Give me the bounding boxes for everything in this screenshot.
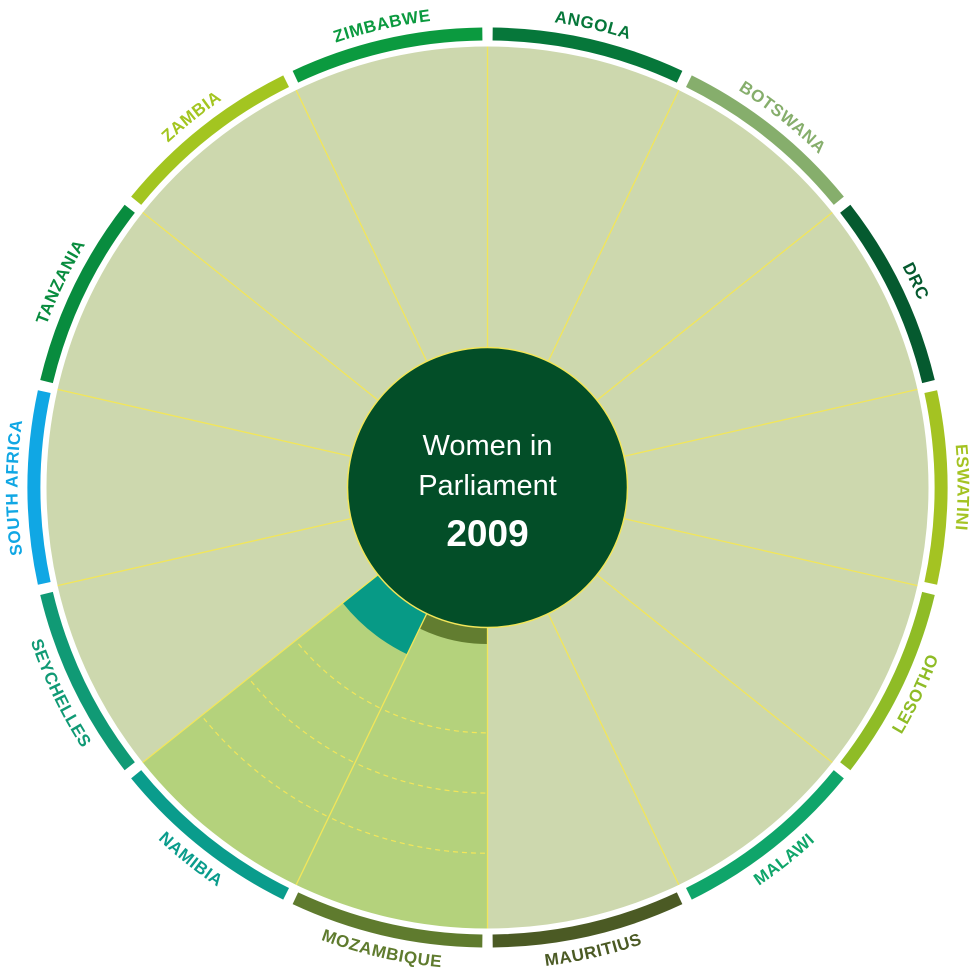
sector-botswana <box>548 90 833 401</box>
sector-lesotho <box>596 518 918 763</box>
ring-segment-tanzania <box>40 204 135 384</box>
level-bar-namibia <box>342 574 427 655</box>
sector-gridline-mozambique-1 <box>382 708 486 734</box>
ring-segment-mauritius <box>492 892 683 948</box>
ring-segment-zimbabwe <box>292 27 483 83</box>
center-title-line2: Parliament <box>418 470 557 502</box>
sector-divider <box>596 212 833 401</box>
country-label-eswatini: ESWATINI <box>952 443 973 531</box>
outer-ring-group <box>27 27 948 948</box>
sector-mauritius <box>487 613 679 929</box>
sector-divider <box>596 574 833 763</box>
sector-group <box>46 46 929 929</box>
center-title-line1: Women in <box>422 430 552 462</box>
sector-gridline-namibia-1 <box>296 641 380 709</box>
ring-segment-malawi <box>686 770 844 900</box>
level-group <box>342 574 488 655</box>
sector-malawi <box>548 574 833 885</box>
sector-divider <box>295 613 428 886</box>
ring-segment-namibia <box>131 770 289 900</box>
ring-segment-lesotho <box>840 591 935 771</box>
sector-divider <box>142 212 379 401</box>
sector-drc <box>596 212 918 457</box>
ring-segment-zambia <box>131 75 289 205</box>
ring-segment-mozambique <box>292 892 483 948</box>
sector-gridline-namibia-2 <box>249 679 354 763</box>
ring-segment-botswana <box>686 75 844 205</box>
sector-divider <box>57 388 352 457</box>
sector-tanzania <box>57 212 379 457</box>
ring-segment-drc <box>840 204 935 384</box>
divider-group <box>57 46 918 929</box>
sector-namibia <box>142 574 427 885</box>
sector-divider <box>295 89 428 362</box>
ring-segment-south-africa <box>27 390 51 585</box>
center-circle <box>346 346 629 629</box>
level-bar-mozambique <box>419 613 488 645</box>
sector-zimbabwe <box>296 46 488 362</box>
sector-seychelles <box>57 518 379 763</box>
sector-gridline-mozambique-2 <box>356 763 486 794</box>
sector-divider <box>57 518 352 587</box>
sector-divider <box>623 388 918 457</box>
ring-segment-angola <box>492 27 683 83</box>
country-label-south-africa: SOUTH AFRICA <box>2 418 26 557</box>
center-year: 2009 <box>446 513 528 554</box>
sector-south-africa <box>46 389 352 586</box>
sector-divider <box>547 89 680 362</box>
ring-segment-eswatini <box>924 390 948 585</box>
sector-divider <box>142 574 379 763</box>
sector-eswatini <box>623 389 929 586</box>
sector-zambia <box>142 90 427 401</box>
ring-segment-seychelles <box>40 591 135 771</box>
sector-divider <box>623 518 918 587</box>
sector-divider <box>547 613 680 886</box>
sector-angola <box>487 46 679 362</box>
